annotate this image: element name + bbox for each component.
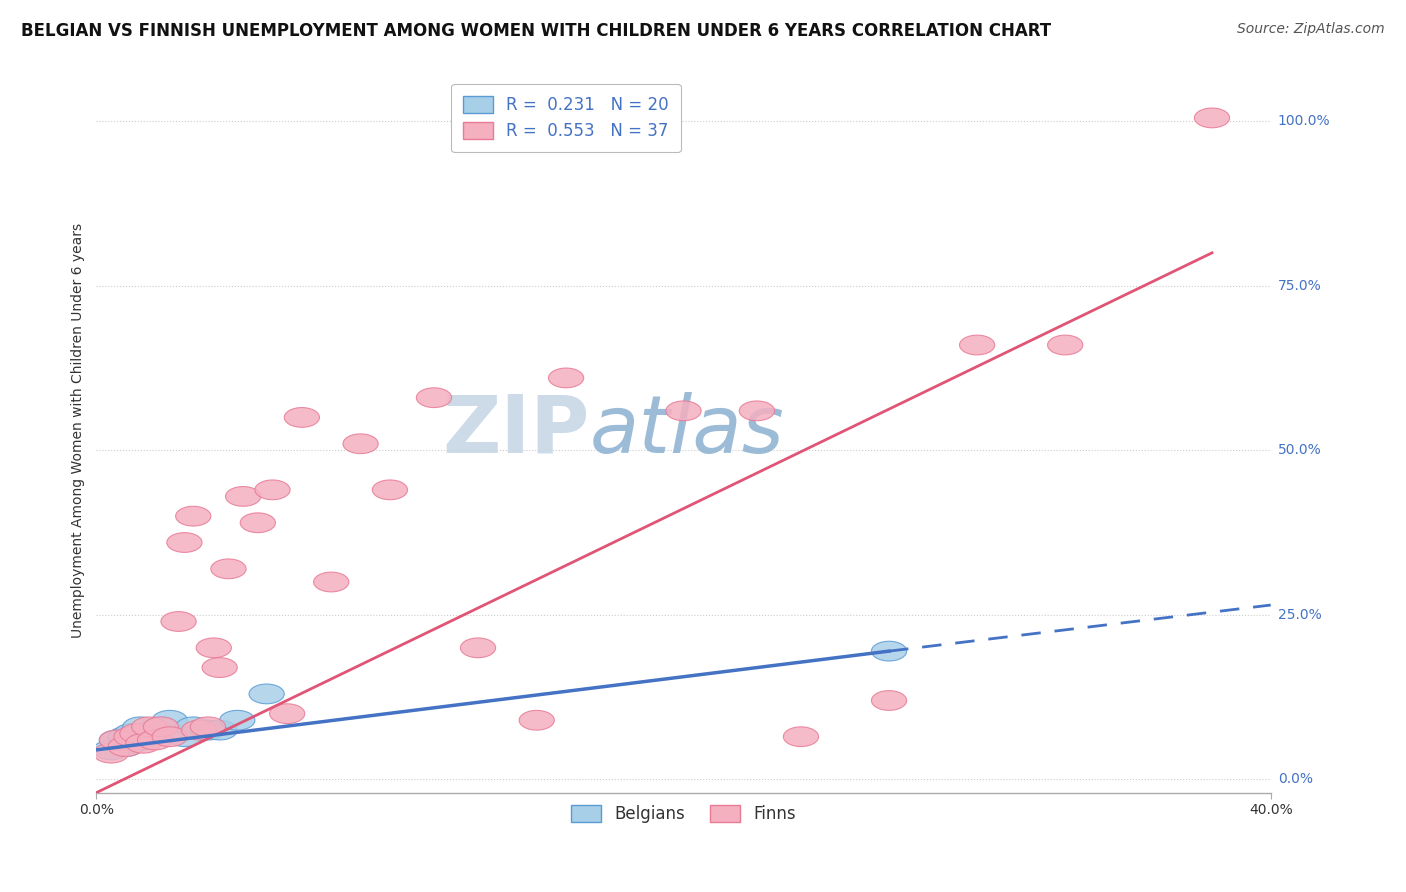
Ellipse shape <box>270 704 305 723</box>
Ellipse shape <box>249 684 284 704</box>
Ellipse shape <box>120 723 155 743</box>
Ellipse shape <box>108 737 143 756</box>
Text: BELGIAN VS FINNISH UNEMPLOYMENT AMONG WOMEN WITH CHILDREN UNDER 6 YEARS CORRELAT: BELGIAN VS FINNISH UNEMPLOYMENT AMONG WO… <box>21 22 1052 40</box>
Ellipse shape <box>740 401 775 421</box>
Ellipse shape <box>666 401 702 421</box>
Ellipse shape <box>254 480 290 500</box>
Ellipse shape <box>959 335 994 355</box>
Text: 75.0%: 75.0% <box>1278 279 1322 293</box>
Ellipse shape <box>132 717 167 737</box>
Ellipse shape <box>122 717 157 737</box>
Ellipse shape <box>100 731 135 750</box>
Ellipse shape <box>108 727 143 747</box>
Ellipse shape <box>872 690 907 710</box>
Text: 50.0%: 50.0% <box>1278 443 1322 458</box>
Ellipse shape <box>343 434 378 454</box>
Ellipse shape <box>120 727 155 747</box>
Ellipse shape <box>181 720 217 740</box>
Y-axis label: Unemployment Among Women with Children Under 6 years: Unemployment Among Women with Children U… <box>72 223 86 638</box>
Ellipse shape <box>176 507 211 526</box>
Ellipse shape <box>219 710 254 731</box>
Ellipse shape <box>125 733 160 753</box>
Ellipse shape <box>93 743 128 763</box>
Ellipse shape <box>167 533 202 552</box>
Ellipse shape <box>197 638 232 657</box>
Ellipse shape <box>202 657 238 677</box>
Ellipse shape <box>152 727 187 747</box>
Ellipse shape <box>314 572 349 592</box>
Ellipse shape <box>240 513 276 533</box>
Ellipse shape <box>284 408 319 427</box>
Ellipse shape <box>190 717 225 737</box>
Ellipse shape <box>190 720 225 740</box>
Ellipse shape <box>416 388 451 408</box>
Ellipse shape <box>783 727 818 747</box>
Ellipse shape <box>167 727 202 747</box>
Ellipse shape <box>114 727 149 747</box>
Ellipse shape <box>373 480 408 500</box>
Ellipse shape <box>548 368 583 388</box>
Ellipse shape <box>93 740 128 760</box>
Ellipse shape <box>143 717 179 737</box>
Ellipse shape <box>872 641 907 661</box>
Ellipse shape <box>1194 108 1230 128</box>
Ellipse shape <box>138 720 173 740</box>
Ellipse shape <box>152 710 187 731</box>
Ellipse shape <box>519 710 554 731</box>
Ellipse shape <box>1047 335 1083 355</box>
Ellipse shape <box>225 486 260 507</box>
Ellipse shape <box>114 733 149 753</box>
Ellipse shape <box>108 737 143 756</box>
Ellipse shape <box>202 720 238 740</box>
Text: ZIP: ZIP <box>443 392 589 469</box>
Ellipse shape <box>160 612 197 632</box>
Ellipse shape <box>143 717 179 737</box>
Ellipse shape <box>460 638 496 657</box>
Text: 0.0%: 0.0% <box>1278 772 1313 787</box>
Ellipse shape <box>114 723 149 743</box>
Text: Source: ZipAtlas.com: Source: ZipAtlas.com <box>1237 22 1385 37</box>
Text: atlas: atlas <box>589 392 785 469</box>
Ellipse shape <box>132 723 167 743</box>
Text: 100.0%: 100.0% <box>1278 114 1330 128</box>
Ellipse shape <box>176 717 211 737</box>
Ellipse shape <box>100 731 135 750</box>
Ellipse shape <box>122 731 157 750</box>
Text: 25.0%: 25.0% <box>1278 608 1322 622</box>
Ellipse shape <box>138 731 173 750</box>
Legend: Belgians, Finns: Belgians, Finns <box>560 794 807 835</box>
Ellipse shape <box>211 559 246 579</box>
